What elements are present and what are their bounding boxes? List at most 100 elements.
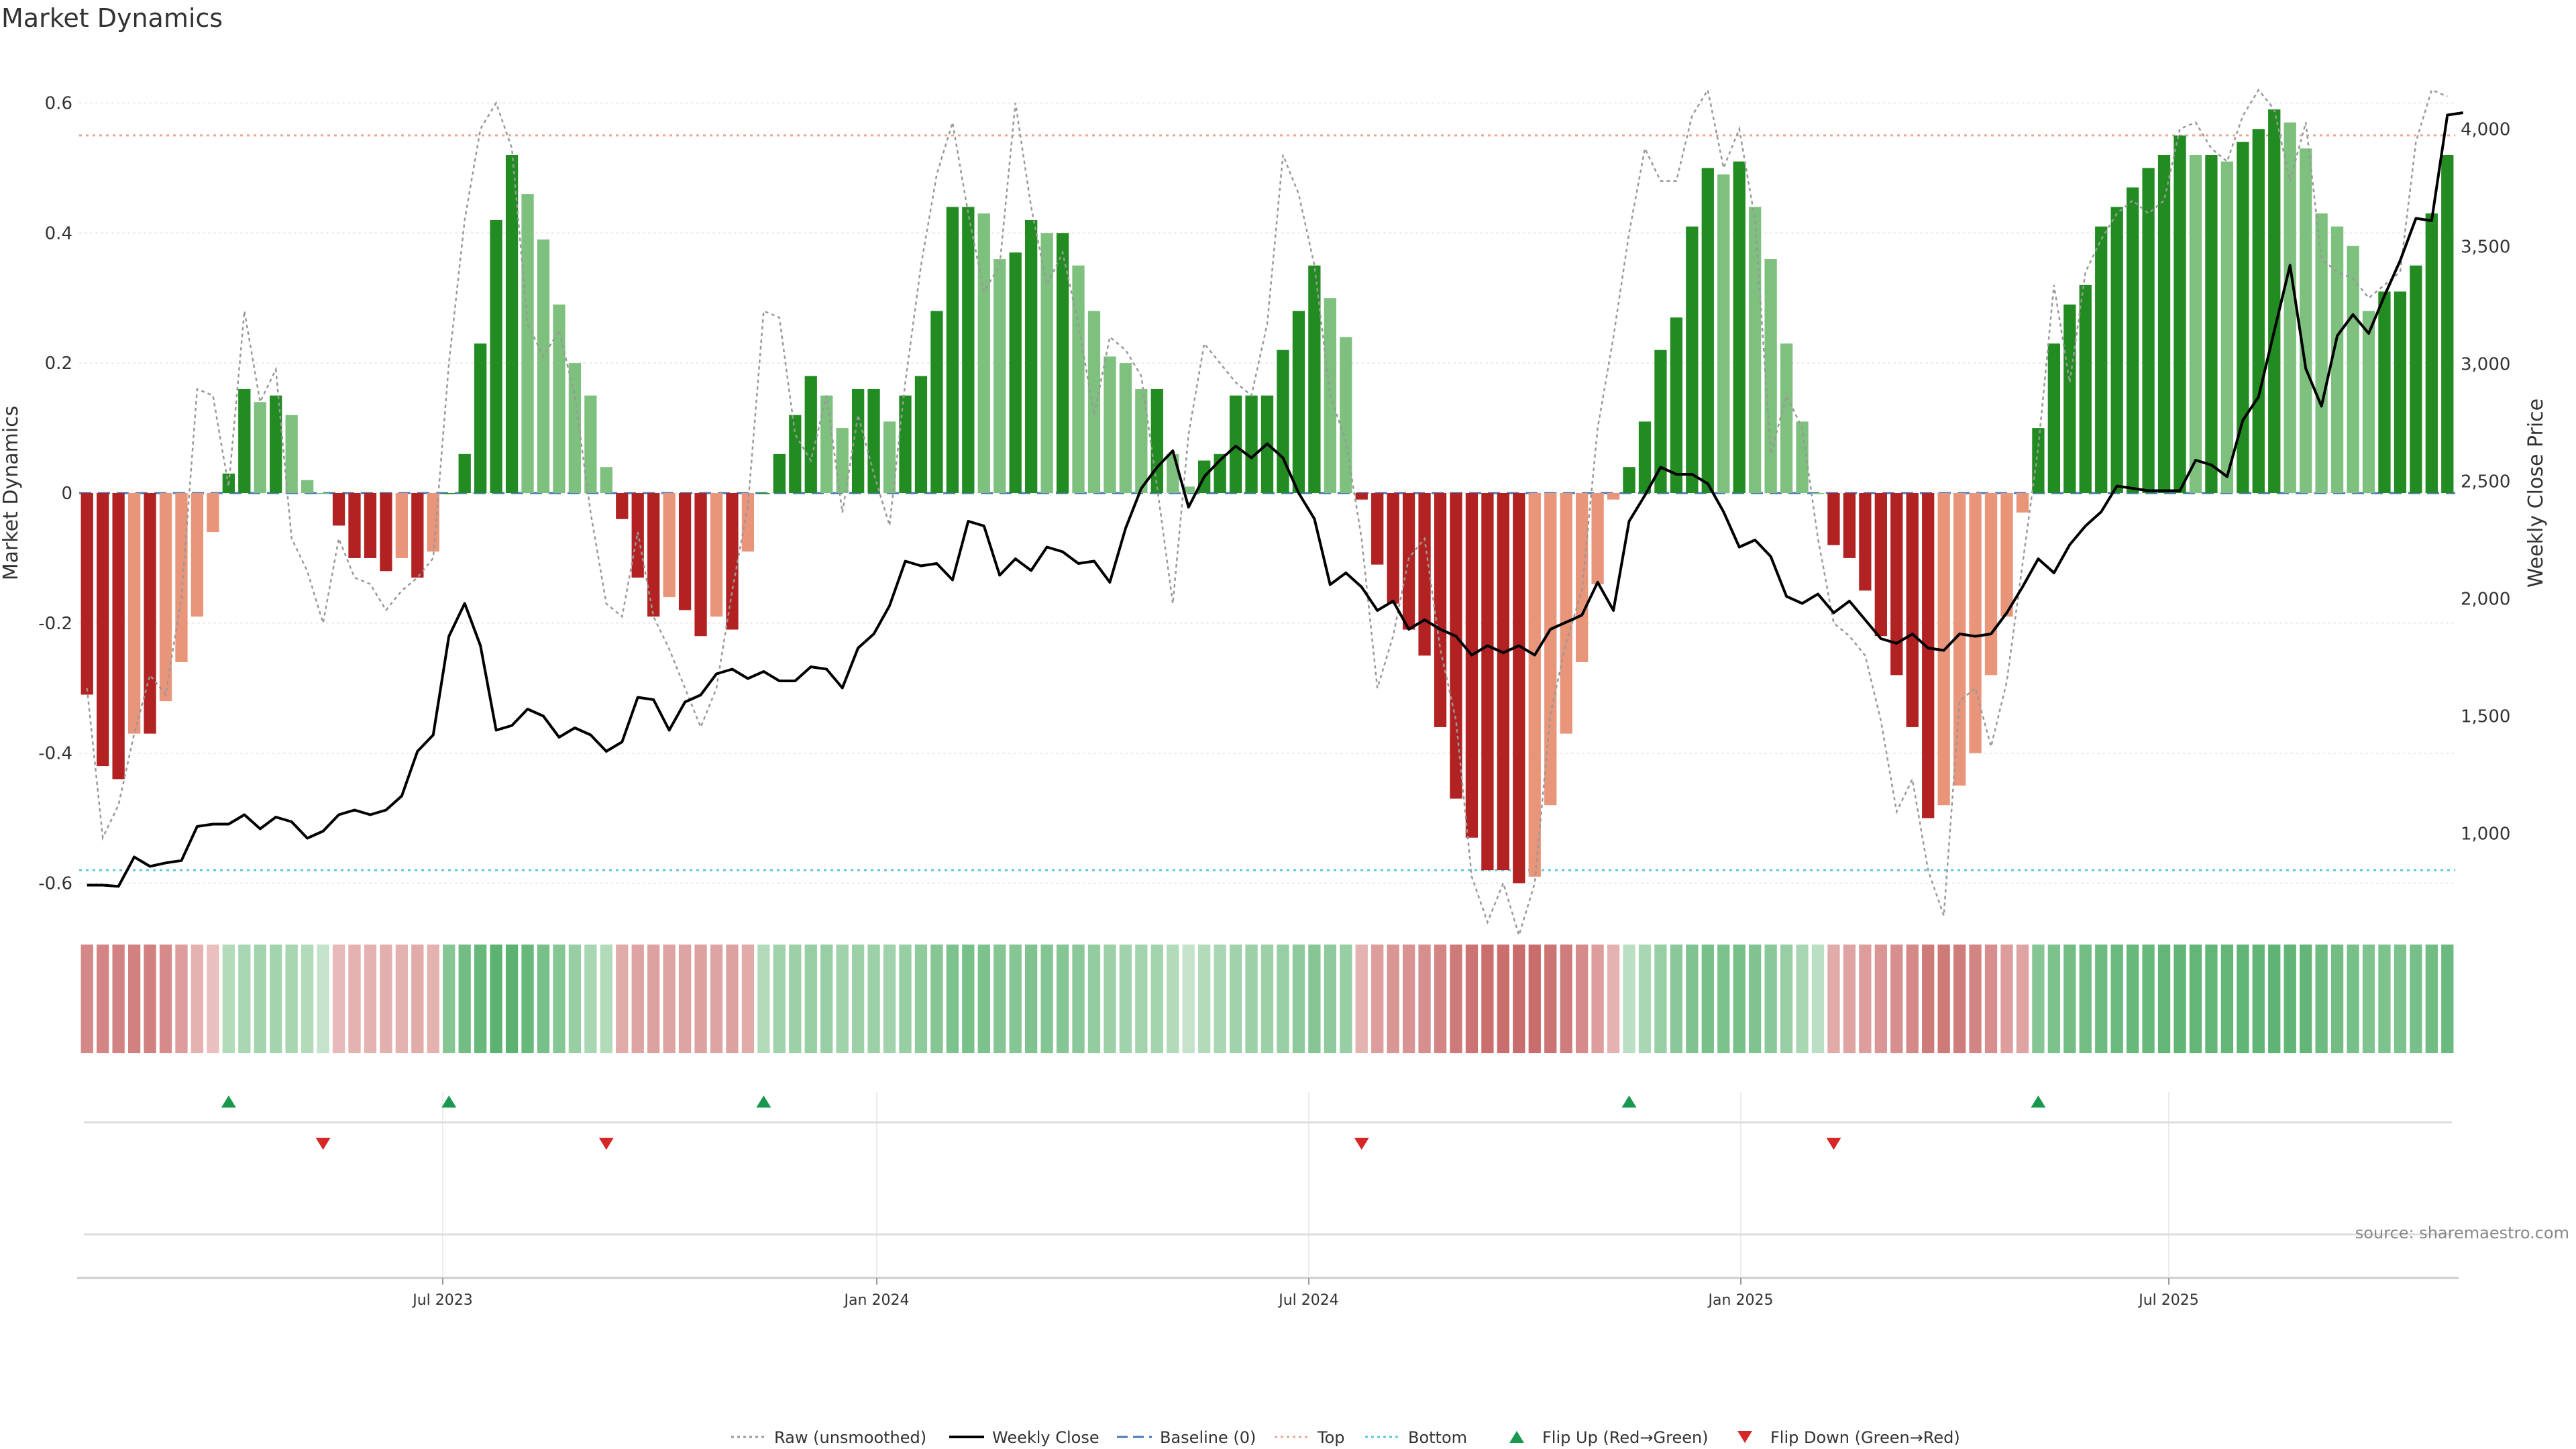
intensity-cell (2205, 945, 2218, 1053)
market-dynamics-bar (2284, 122, 2296, 494)
market-dynamics-bar (443, 493, 455, 494)
intensity-cell (1465, 945, 1479, 1053)
market-dynamics-bar (584, 395, 597, 493)
flip-down-marker (1354, 1138, 1369, 1150)
intensity-cell (1560, 945, 1572, 1053)
intensity-cell (443, 945, 455, 1053)
market-dynamics-bar (930, 311, 943, 493)
market-dynamics-bar (427, 493, 439, 552)
y-tick-left-label: -0.4 (38, 744, 72, 764)
intensity-cell (2174, 945, 2186, 1053)
intensity-cell (930, 945, 943, 1053)
market-dynamics-bar (2110, 207, 2123, 493)
intensity-cell (1654, 945, 1667, 1053)
intensity-cell (112, 945, 125, 1053)
intensity-cell (2268, 945, 2281, 1053)
intensity-cell (2300, 945, 2312, 1053)
x-tick-label: Jul 2024 (1277, 1292, 1339, 1309)
market-dynamics-bar (2142, 168, 2155, 493)
market-dynamics-bar (301, 480, 314, 493)
market-dynamics-bar (80, 493, 93, 695)
intensity-cell (2063, 945, 2076, 1053)
intensity-cell (1827, 945, 1840, 1053)
intensity-strip (80, 945, 2454, 1053)
intensity-cell (411, 945, 424, 1053)
market-dynamics-bar (2174, 135, 2186, 493)
raw-unsmoothed-line (86, 87, 2448, 938)
intensity-cell (127, 945, 141, 1053)
intensity-cell (1906, 945, 1919, 1053)
intensity-cell (505, 945, 519, 1053)
market-dynamics-bar (380, 493, 392, 572)
market-dynamics-bar (757, 493, 770, 494)
intensity-cell (663, 945, 676, 1053)
market-dynamics-bar (1560, 493, 1572, 734)
market-dynamics-bar (568, 363, 582, 493)
intensity-cell (1292, 945, 1305, 1053)
market-dynamics-bar (2063, 304, 2076, 493)
market-dynamics-bar (285, 415, 298, 493)
market-dynamics-bar (726, 493, 739, 630)
y-tick-left-label: 0 (61, 484, 72, 504)
market-dynamics-bar (2016, 493, 2029, 513)
market-dynamics-bar (144, 493, 156, 734)
market-dynamics-bar (97, 493, 109, 767)
intensity-cell (2347, 945, 2359, 1053)
market-dynamics-bar (2237, 142, 2249, 494)
bars (80, 109, 2454, 883)
market-dynamics-bar (1749, 207, 1762, 493)
market-dynamics-bar (1056, 233, 1069, 493)
intensity-cell (600, 945, 612, 1053)
legend-label: Top (1317, 1428, 1345, 1447)
intensity-cell (97, 945, 109, 1053)
legend-item: Weekly Close (949, 1428, 1099, 1447)
intensity-cell (238, 945, 251, 1053)
flip-down-marker (1826, 1138, 1841, 1150)
intensity-cell (1670, 945, 1683, 1053)
intensity-cell (348, 945, 361, 1053)
market-dynamics-bar (1843, 493, 1856, 558)
intensity-cell (1513, 945, 1525, 1053)
market-dynamics-bar (710, 493, 723, 617)
intensity-cell (1937, 945, 1950, 1053)
intensity-cell (380, 945, 392, 1053)
intensity-cell (1150, 945, 1163, 1053)
market-dynamics-bar (411, 493, 424, 578)
market-dynamics-bar (773, 453, 786, 493)
market-dynamics-bar (616, 493, 629, 519)
intensity-cell (1528, 945, 1541, 1053)
market-dynamics-bar (1874, 493, 1887, 637)
intensity-cell (1481, 945, 1494, 1053)
intensity-cell (1450, 945, 1462, 1053)
intensity-cell (254, 945, 266, 1053)
legend-label: Bottom (1408, 1428, 1467, 1447)
market-dynamics-bar (1104, 356, 1116, 493)
legend-label: Flip Down (Green→Red) (1770, 1428, 1960, 1447)
market-dynamics-bar (1906, 493, 1919, 727)
intensity-cell (2362, 945, 2375, 1053)
intensity-cell (1749, 945, 1762, 1053)
intensity-cell (1009, 945, 1022, 1053)
intensity-cell (395, 945, 409, 1053)
market-dynamics-bar (1024, 219, 1038, 493)
intensity-cell (962, 945, 975, 1053)
intensity-cell (458, 945, 471, 1053)
intensity-cell (914, 945, 928, 1053)
intensity-cell (1686, 945, 1699, 1053)
intensity-cell (191, 945, 204, 1053)
flip-down-marker (598, 1138, 614, 1150)
raw-series (86, 87, 2448, 938)
market-dynamics-bar (1245, 395, 1258, 493)
y-axis-left-label: Market Dynamics (0, 406, 23, 581)
intensity-cell (2047, 945, 2060, 1053)
intensity-cell (678, 945, 692, 1053)
market-dynamics-bar (836, 428, 849, 493)
market-dynamics-bar (521, 194, 534, 493)
intensity-cell (301, 945, 314, 1053)
intensity-cell (2237, 945, 2249, 1053)
intensity-cell (1591, 945, 1604, 1053)
flip-up-marker (221, 1095, 236, 1108)
market-dynamics-bar (789, 415, 802, 493)
legend-swatch (1737, 1431, 1752, 1443)
intensity-cell (1229, 945, 1242, 1053)
